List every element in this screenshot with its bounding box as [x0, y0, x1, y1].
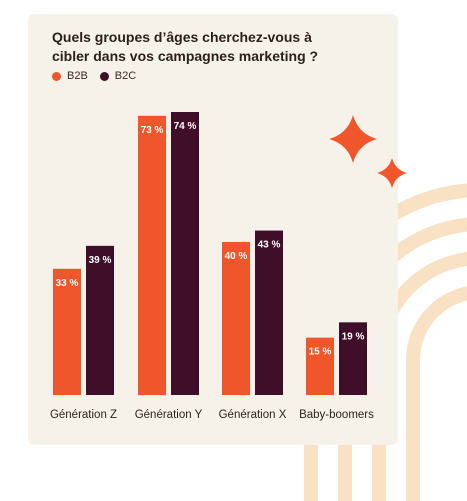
chart-title: Quels groupes d’âges cherchez-vous à cib…: [52, 29, 319, 64]
x-tick-label-1: Génération Y: [135, 409, 203, 421]
legend-item-b2c: B2C: [99, 70, 137, 82]
bar-b2c-1: [171, 112, 199, 395]
bar-b2b-0: [53, 268, 81, 395]
data-label-b2c-1: 74 %: [174, 121, 197, 132]
legend-label-b2c: B2C: [114, 70, 137, 82]
bar-b2b-1: [138, 115, 166, 395]
legend-label-b2b: B2B: [67, 70, 88, 82]
x-tick-label-2: Génération X: [219, 409, 287, 421]
data-label-b2c-2: 43 %: [258, 240, 281, 251]
data-label-b2c-0: 39 %: [89, 255, 112, 266]
legend-swatch-b2b: [52, 71, 61, 81]
sparkle-star-small-icon: [377, 158, 407, 188]
decorative-stars: [329, 115, 407, 188]
data-label-b2b-2: 40 %: [225, 251, 248, 262]
data-label-b2b-3: 15 %: [309, 347, 332, 358]
bars-group: 33 % 39 % 73 % 74 % 40 % 43 % 15 % 19 %: [53, 112, 367, 395]
chart-legend: B2B B2C: [52, 70, 136, 82]
data-label-b2b-0: 33 %: [56, 278, 79, 289]
x-axis-labels: Génération Z Génération Y Génération X Baby…: [50, 409, 374, 421]
bar-b2b-3: [306, 337, 334, 395]
x-tick-label-0: Génération Z: [50, 409, 117, 421]
bar-b2b-2: [222, 242, 250, 395]
x-tick-label-3: Baby-boomers: [299, 409, 374, 421]
data-label-b2c-3: 19 %: [342, 331, 365, 342]
bar-b2c-3: [339, 322, 367, 395]
legend-item-b2b: B2B: [52, 70, 88, 82]
legend-swatch-b2c: [99, 71, 109, 81]
sparkle-star-large-icon: [329, 115, 377, 163]
bar-b2c-2: [255, 230, 283, 395]
data-label-b2b-1: 73 %: [141, 125, 164, 136]
bar-b2c-0: [86, 245, 114, 395]
